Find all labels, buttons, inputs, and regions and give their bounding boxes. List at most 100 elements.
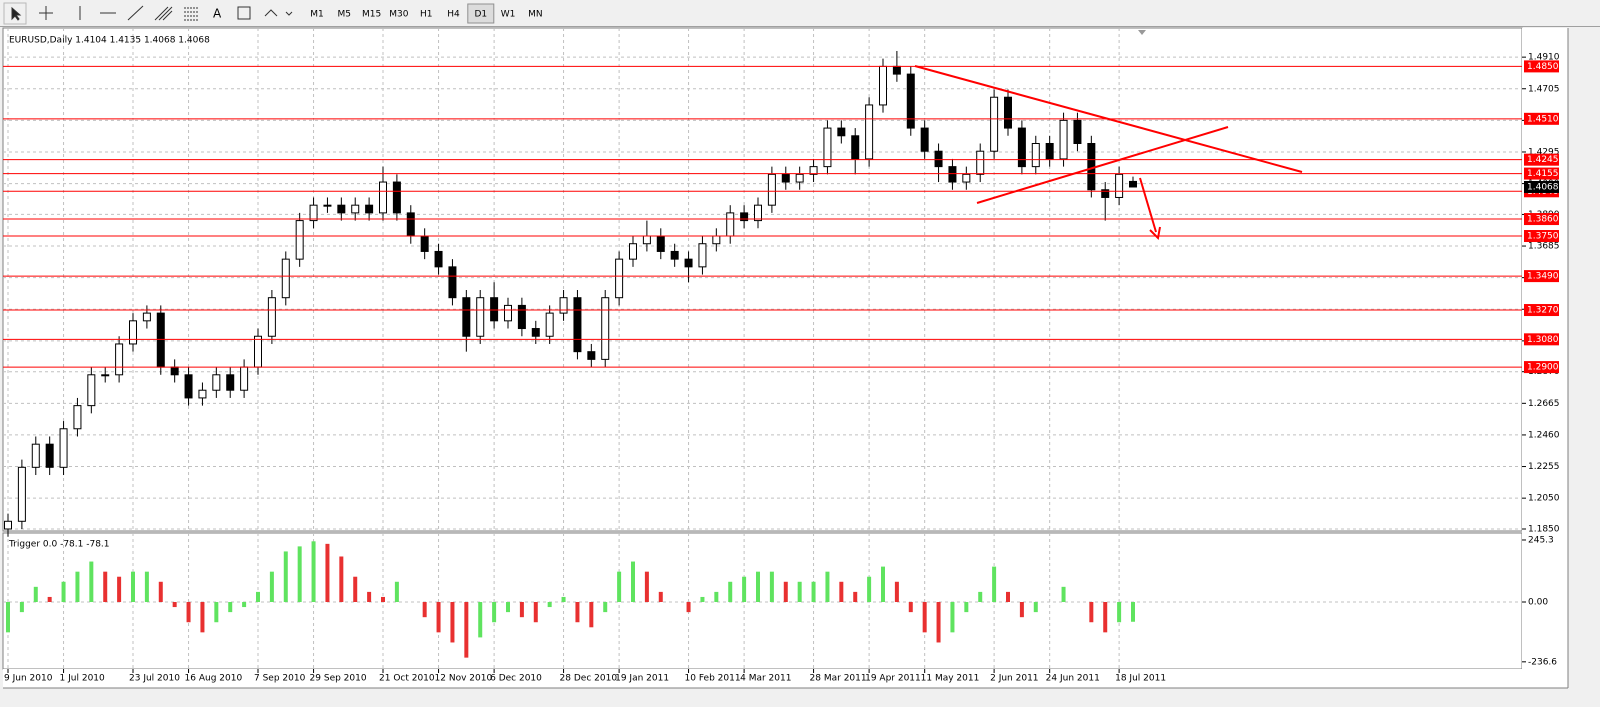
button-face (495, 4, 522, 23)
candle-body (462, 297, 471, 337)
timeframe-button[interactable]: M15 (358, 4, 385, 23)
x-tick-label: 9 Jun 2010 (4, 674, 53, 684)
button-label[interactable]: M15 (362, 10, 381, 20)
candle-body (226, 374, 235, 391)
level-label: 1.3270 (1527, 306, 1559, 316)
candle-body (684, 258, 693, 268)
button-label[interactable]: H1 (420, 10, 433, 20)
histogram-bar (922, 602, 927, 633)
y-tick-label: 1.4910 (1528, 53, 1560, 63)
x-tick-label: 28 Dec 2010 (560, 674, 618, 684)
histogram-bar (714, 591, 719, 603)
trendline-icon[interactable] (127, 5, 144, 21)
level-tag (1524, 153, 1559, 166)
candle-body (142, 312, 151, 322)
candle-body (698, 243, 707, 268)
candle-body (615, 258, 624, 299)
level-tag (1524, 304, 1559, 317)
button-label[interactable]: M1 (310, 10, 324, 20)
level-label: 1.3490 (1527, 272, 1559, 282)
histogram-bar (894, 581, 899, 603)
candle-body (892, 65, 901, 75)
timeframe-button[interactable]: H4 (440, 4, 467, 23)
button-label[interactable]: D1 (474, 10, 487, 20)
candle-body (115, 343, 124, 376)
candle-body (406, 212, 415, 237)
level-tag (1524, 167, 1559, 180)
candle-body (781, 173, 790, 183)
timeframe-button[interactable]: MN (522, 4, 549, 23)
histogram-bar (6, 602, 10, 633)
candle-body (434, 250, 443, 268)
histogram-bar (519, 602, 524, 618)
drawing-tools: A (3, 2, 293, 25)
button-label[interactable]: W1 (501, 10, 516, 20)
button-face (385, 4, 412, 23)
histogram-bar (978, 591, 983, 603)
indicator-title: Trigger 0.0 -78.1 -78.1 (8, 540, 110, 550)
histogram-bar (533, 602, 538, 623)
candle-body (517, 304, 526, 330)
main-panel (2, 27, 1523, 532)
histogram-bar (1089, 602, 1094, 623)
button-face (304, 4, 330, 23)
text-tool[interactable]: A (213, 7, 222, 21)
level-label: 1.4155 (1527, 169, 1559, 179)
candle-body (17, 466, 26, 522)
candle-body (934, 150, 943, 168)
x-tick-label: 2 Jun 2011 (990, 674, 1038, 684)
candle-body (601, 297, 610, 360)
label-icon[interactable] (237, 6, 251, 20)
timeframe-button[interactable]: D1 (467, 3, 495, 24)
crosshair-icon[interactable] (39, 6, 53, 20)
candle-body (642, 235, 651, 245)
channel-icon[interactable] (154, 6, 173, 21)
candle-body (795, 173, 804, 183)
button-face (440, 4, 467, 23)
toolbar (0, 0, 1600, 27)
candle-body (656, 235, 665, 252)
button-label[interactable]: MN (528, 10, 543, 20)
y-tick-label: 1.4295 (1528, 147, 1560, 157)
trend-drawings (914, 65, 1303, 241)
x-tick-label: 28 Mar 2011 (810, 674, 867, 684)
arrows-icon[interactable] (264, 9, 293, 17)
candle-body (976, 150, 985, 175)
histogram-bar (742, 576, 747, 603)
candle-body (879, 65, 887, 106)
button-face (358, 4, 385, 23)
histogram-bar (353, 576, 358, 603)
x-tick-label: 12 Nov 2010 (435, 674, 493, 684)
timeframe-button[interactable]: M5 (331, 4, 358, 23)
y-tick-label: 1.1850 (1528, 524, 1560, 534)
y-tick-label: 1.2460 (1528, 430, 1560, 440)
candle-body (754, 204, 762, 222)
histogram-bar (1006, 591, 1010, 603)
button-label[interactable]: H4 (447, 10, 460, 20)
histogram-bar (394, 581, 399, 603)
x-tick-label: 10 Feb 2011 (685, 674, 741, 684)
price-scale (1522, 28, 1568, 669)
shift-marker (1138, 30, 1146, 35)
plot: 9 Jun 2010 1 Jul 2010 23 Jul 2010 16 Aug 20… (3, 28, 1560, 684)
timeframe-button[interactable]: H1 (413, 4, 440, 23)
candle-body (865, 104, 874, 160)
candle-body (295, 220, 304, 260)
histogram-bar (325, 543, 330, 603)
fibo-icon[interactable] (184, 7, 198, 21)
trendline (914, 65, 1303, 173)
indicator-panel (2, 532, 1523, 670)
timeframe-button[interactable]: M30 (385, 4, 412, 23)
trendline (976, 126, 1229, 204)
timeframe-button[interactable]: M1 (304, 4, 330, 23)
histogram-bar (297, 546, 302, 603)
x-tick-label: 19 Apr 2011 (865, 674, 921, 684)
histogram-bar (381, 596, 385, 603)
histogram-bar (450, 602, 455, 643)
x-tick-label: 7 Sep 2010 (254, 674, 306, 684)
candle-body (87, 374, 96, 407)
candle-body (962, 173, 971, 183)
timeframe-button[interactable]: W1 (495, 4, 522, 23)
button-label[interactable]: M30 (389, 10, 408, 20)
button-label[interactable]: M5 (338, 10, 352, 20)
